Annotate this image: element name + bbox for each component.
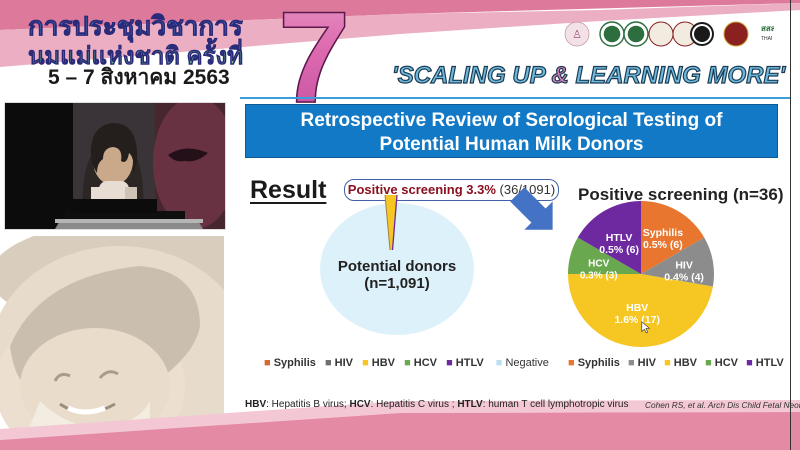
svg-text:0.5% (6): 0.5% (6) [599,244,639,256]
svg-text:HBV: HBV [626,302,648,314]
svg-text:HCV: HCV [588,259,609,270]
svg-text:Syphilis: Syphilis [643,227,683,239]
svg-text:HIV: HIV [675,260,693,272]
svg-text:0.3% (3): 0.3% (3) [580,271,618,282]
svg-text:HTLV: HTLV [606,232,633,244]
svg-text:0.5% (6): 0.5% (6) [643,239,683,251]
svg-text:0.4% (4): 0.4% (4) [664,272,704,284]
